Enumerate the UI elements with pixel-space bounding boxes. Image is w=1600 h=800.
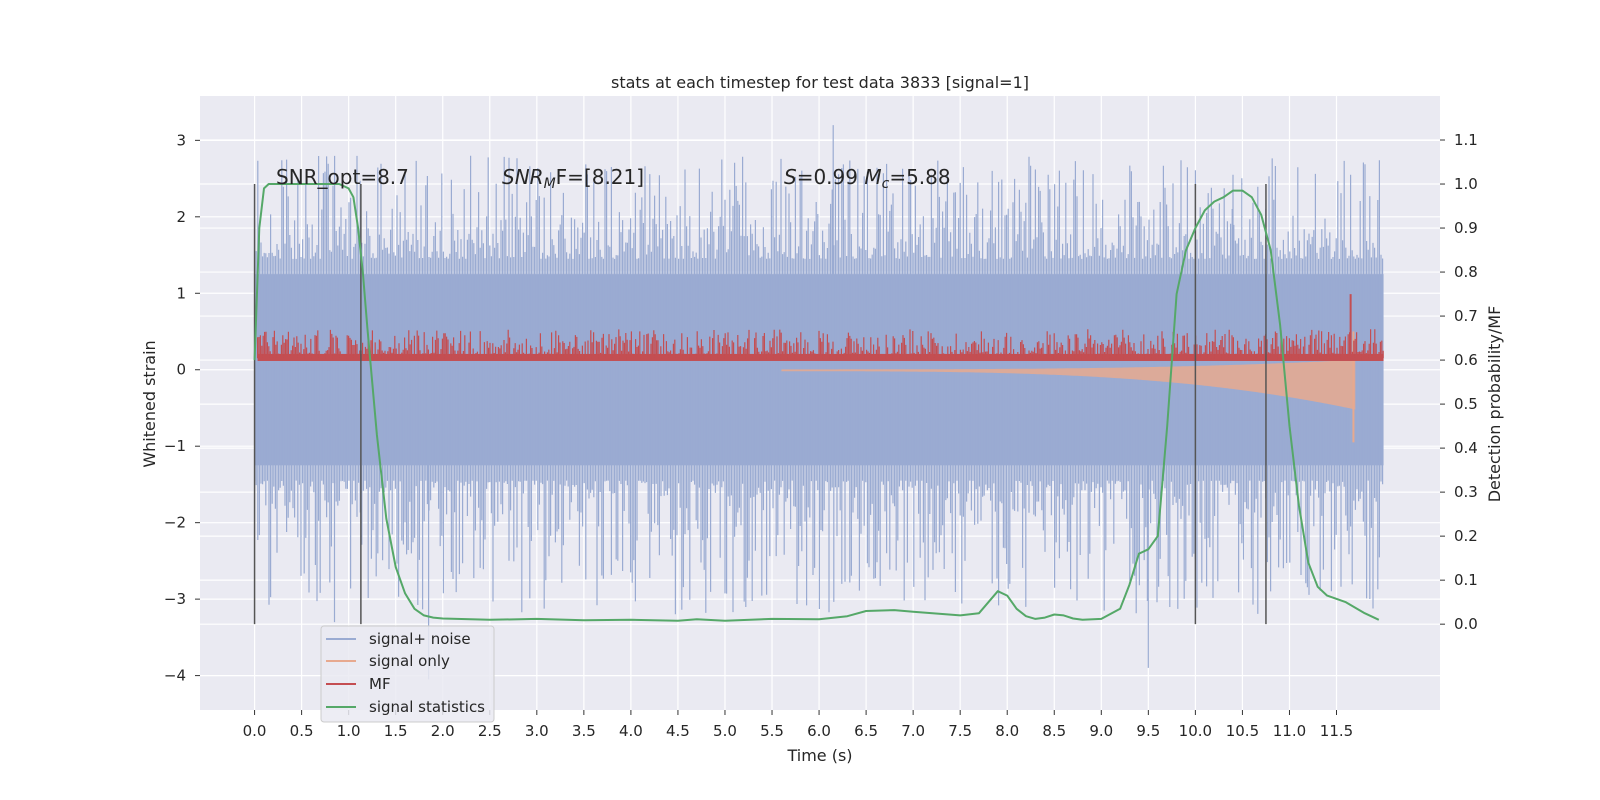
- y-tick-label-left: −1: [164, 437, 186, 455]
- x-tick-label: 4.0: [619, 722, 643, 740]
- x-tick-label: 0.0: [243, 722, 267, 740]
- y-tick-label-right: 0.1: [1454, 571, 1478, 589]
- x-tick-label: 10.5: [1226, 722, 1259, 740]
- y-tick-label-right: 1.0: [1454, 175, 1478, 193]
- annotation-snr-mf-base: SNR: [502, 165, 544, 189]
- x-tick-label: 9.5: [1136, 722, 1160, 740]
- x-tick-label: 6.0: [807, 722, 831, 740]
- y-tick-label-right: 0.3: [1454, 483, 1478, 501]
- x-tick-label: 2.5: [478, 722, 502, 740]
- annotation-mc-sub: c: [882, 176, 890, 192]
- y-tick-label-right: 0.4: [1454, 439, 1478, 457]
- annotation-snr-opt: SNR_opt=8.7: [276, 165, 409, 189]
- x-tick-label: 5.5: [760, 722, 784, 740]
- y-tick-label-right: 0.9: [1454, 219, 1478, 237]
- legend-label-signal-only: signal only: [369, 652, 450, 670]
- y-tick-label-right: 0.7: [1454, 307, 1478, 325]
- x-tick-label: 0.5: [290, 722, 314, 740]
- x-tick-label: 3.5: [572, 722, 596, 740]
- y-tick-label-left: −4: [164, 667, 186, 685]
- x-tick-label: 9.0: [1089, 722, 1113, 740]
- y-axis-label-right: Detection probability/MF: [1485, 306, 1504, 503]
- annotation-s-value: =0.99: [797, 165, 865, 189]
- y-tick-label-left: 2: [176, 208, 186, 226]
- x-tick-label: 11.5: [1320, 722, 1353, 740]
- y-tick-label-left: −2: [164, 514, 186, 532]
- x-tick-label: 8.5: [1042, 722, 1066, 740]
- y-tick-label-right: 1.1: [1454, 131, 1478, 149]
- x-tick-label: 5.0: [713, 722, 737, 740]
- signal-statistics-line: [253, 183, 1380, 622]
- x-tick-label: 11.0: [1273, 722, 1306, 740]
- chart-title: stats at each timestep for test data 383…: [611, 73, 1029, 92]
- x-tick-label: 8.0: [995, 722, 1019, 740]
- annotation-snr-mf-rest: F=[8.21]: [556, 165, 644, 189]
- series-mf: [257, 294, 1384, 361]
- x-tick-label: 1.5: [384, 722, 408, 740]
- y-tick-label-right: 0.0: [1454, 615, 1478, 633]
- y-tick-label-left: 0: [176, 361, 186, 379]
- y-axis-label-left: Whitened strain: [140, 340, 159, 467]
- legend-label-signal-statistics: signal statistics: [369, 698, 485, 716]
- annotation-s: S: [784, 165, 797, 189]
- y-tick-label-right: 0.6: [1454, 351, 1478, 369]
- x-tick-label: 4.5: [666, 722, 690, 740]
- x-tick-label: 7.0: [901, 722, 925, 740]
- annotation-snr-mf-sub: M: [544, 176, 556, 192]
- series-signal-statistics: [253, 183, 1380, 622]
- y-tick-label-right: 0.8: [1454, 263, 1478, 281]
- x-axis-label: Time (s): [786, 746, 852, 765]
- y-tick-label-right: 0.5: [1454, 395, 1478, 413]
- y-tick-label-right: 0.2: [1454, 527, 1478, 545]
- x-tick-label: 10.0: [1179, 722, 1212, 740]
- x-tick-label: 6.5: [854, 722, 878, 740]
- x-tick-label: 1.0: [337, 722, 361, 740]
- legend-label-signal-noise: signal+ noise: [369, 630, 471, 648]
- y-tick-label-left: −3: [164, 590, 186, 608]
- tick-labels: 0.0 0.5 1.0 1.5 2.0 2.5 3.0 3.5 4.0 4.5 5.0 5.5 6.0 6…: [164, 131, 1478, 740]
- annotation-s-mc: S=0.99 Mc=5.88: [784, 165, 951, 192]
- annotation-mc-value: =5.88: [889, 165, 950, 189]
- chirp-envelope: [781, 359, 1356, 410]
- annotation-snr-mf: SNRMF=[8.21]: [502, 165, 644, 192]
- x-tick-label: 2.0: [431, 722, 455, 740]
- mf-trace: [257, 329, 1384, 361]
- legend-label-mf: MF: [369, 675, 391, 693]
- y-tick-label-left: 3: [176, 131, 186, 149]
- annotation-mc-base: M: [864, 165, 881, 189]
- legend: signal+ noise signal only MF signal stat…: [320, 625, 495, 723]
- x-tick-label: 7.5: [948, 722, 972, 740]
- x-tick-label: 3.0: [525, 722, 549, 740]
- y-tick-label-left: 1: [176, 284, 186, 302]
- legend-box: [320, 625, 495, 723]
